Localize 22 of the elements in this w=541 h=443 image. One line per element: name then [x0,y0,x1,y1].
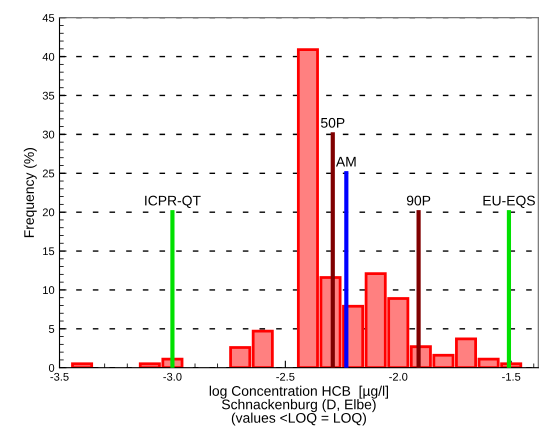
y-tick-label: 25 [42,170,54,178]
y-tick-label: 30 [42,130,54,139]
y-tick-label: 0 [48,364,54,372]
x-tick-label: -1.5 [502,372,520,381]
x-tick-label: -2.0 [389,372,408,381]
y-tick-label: 15 [43,247,54,256]
x-tick-label: -2.5 [276,372,294,381]
y-tick-label: 5 [48,325,54,333]
series-label: 50P [320,118,344,128]
y-tick-label: 45 [42,14,54,22]
series-label: 90P [406,196,430,206]
x-axis-title: log Concentration HCB [µg/l] Schnackenburg (D, Elbe) (values <LOQ = LOQ) [210,386,388,426]
y-tick-label: 35 [42,92,54,100]
y-tick-label: 10 [43,286,54,294]
y-tick-label: 40 [42,52,54,61]
y-tick-label: 20 [42,208,54,216]
series-label: ICPR-QT [145,196,201,208]
series-label: EU-EQS [483,196,535,208]
x-tick-label: -3.0 [163,372,182,381]
series-label: AM [336,156,356,166]
x-tick-label: -3.5 [50,372,69,381]
y-axis-title: Frequency (%) [24,148,37,238]
